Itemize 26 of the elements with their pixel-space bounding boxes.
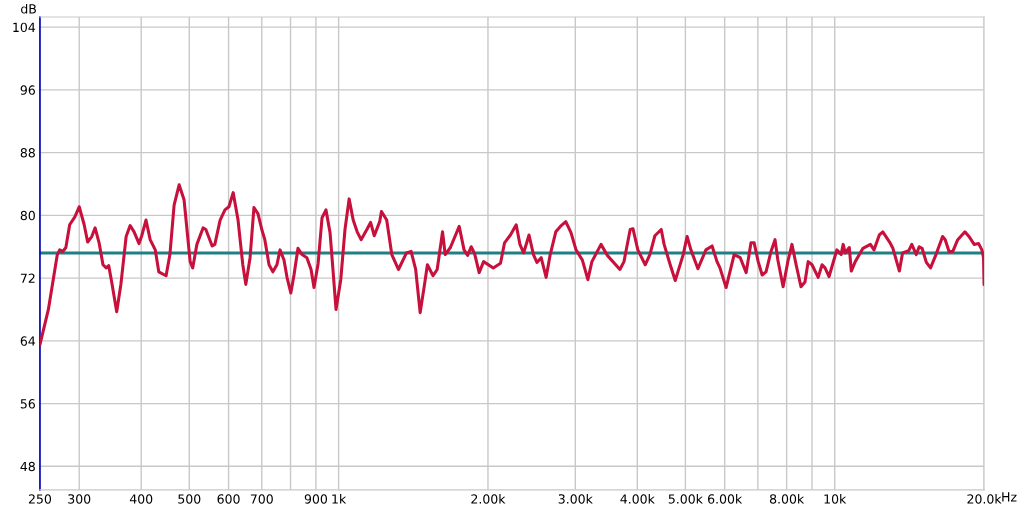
x-tick-label: 20.0k: [967, 494, 1002, 504]
x-tick-label: 900: [304, 494, 328, 504]
x-tick-label: 1k: [332, 494, 347, 504]
x-tick-label: 400: [129, 494, 153, 504]
y-tick-label: 88: [20, 148, 35, 158]
x-tick-label: 4.00k: [620, 494, 655, 504]
y-tick-label: 96: [20, 85, 35, 95]
y-tick-label: 48: [20, 461, 35, 472]
y-tick-label: 104: [13, 22, 36, 33]
x-tick-label: 10k: [824, 494, 847, 504]
x-tick-label: 3.00k: [558, 494, 593, 504]
x-tick-label: 5.00k: [668, 494, 703, 504]
x-axis-title: Hz: [1002, 492, 1017, 502]
y-tick-label: 56: [20, 399, 35, 409]
x-tick-label: 250: [28, 494, 52, 504]
x-tick-label: 500: [178, 494, 201, 504]
y-tick-label: 64: [20, 336, 36, 346]
x-tick-label: 600: [217, 494, 240, 504]
y-tick-label: 72: [20, 273, 35, 283]
x-tick-label: 2.00k: [471, 494, 506, 504]
x-tick-label: 8.00k: [769, 494, 805, 504]
x-tick-label: 6.00k: [708, 494, 743, 504]
x-tick-label: 300: [68, 494, 91, 504]
x-tick-label: 700: [250, 494, 273, 504]
y-axis-title: dB: [21, 3, 36, 14]
y-tick-label: 80: [20, 210, 35, 221]
